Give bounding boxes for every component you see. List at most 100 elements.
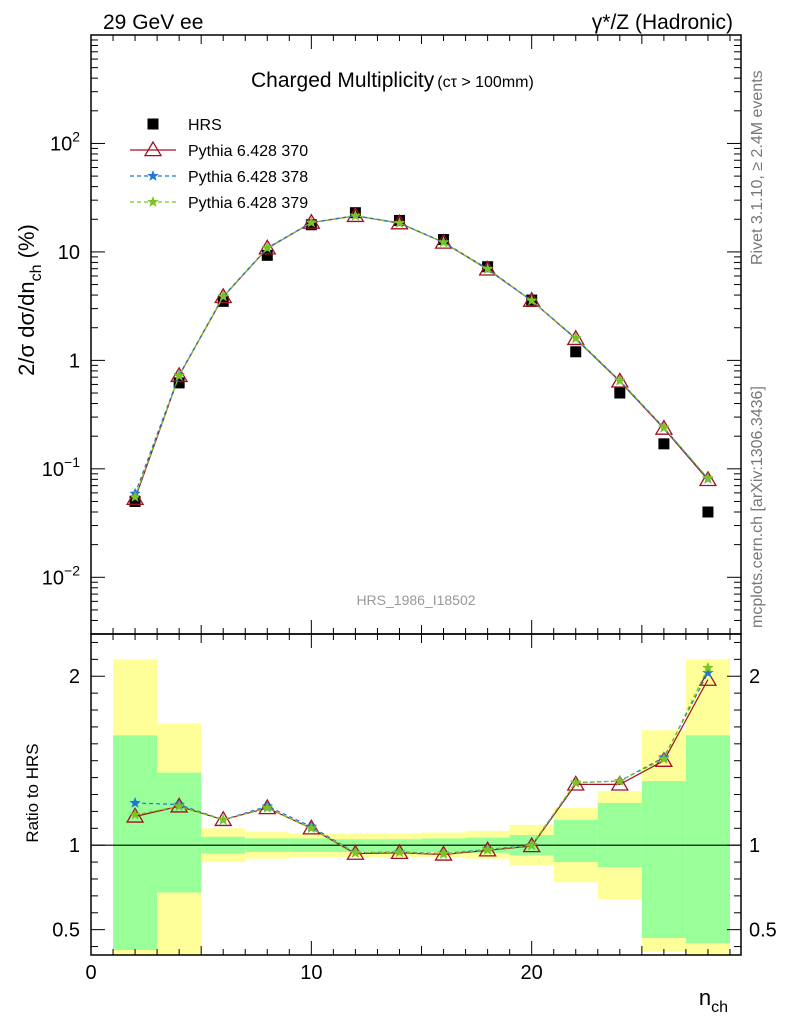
data-point-triangle: [698, 670, 718, 686]
data-point-star: [305, 216, 318, 228]
process-type-label: γ*/Z (Hadronic): [592, 11, 733, 34]
legend-entry-label: Pythia 6.428 379: [188, 195, 308, 212]
data-point-square: [173, 377, 185, 389]
mcplots-reference-label: mcplots.cern.ch [arXiv:1306.3436]: [749, 386, 766, 628]
ratio-y-tick-label-right: 2: [749, 666, 760, 688]
uncertainty-band-green: [113, 735, 158, 950]
data-point-star: [393, 217, 406, 228]
y-tick-label-exponent: −1: [64, 454, 80, 470]
uncertainty-band-green: [641, 780, 686, 939]
data-point-star: [437, 847, 450, 859]
y-axis-label: 2/σ dσ/dnch (%): [14, 224, 45, 376]
data-point-star: [702, 472, 714, 484]
x-tick-label: 10: [300, 962, 322, 984]
ratio-y-axis-label: Ratio to HRS: [23, 743, 42, 842]
data-point-star: [658, 421, 670, 433]
data-point-star: [147, 170, 159, 181]
y-tick-label: 10: [58, 242, 80, 264]
legend-entry-label: HRS: [188, 117, 222, 134]
analysis-id-watermark: HRS_1986_I18502: [356, 592, 475, 608]
data-point-star: [129, 796, 141, 808]
data-point-star: [481, 263, 494, 274]
plot-title: Charged Multiplicity (cτ > 100mm): [251, 69, 534, 92]
series-line: [134, 215, 709, 498]
data-point-square: [261, 249, 273, 261]
legend: HRS Pythia 6.428 370 Pythia 6.428 378 Pythi…: [130, 117, 308, 212]
data-point-star: [702, 666, 714, 678]
main-panel: 10−2 10−1 1 10 102 2/σ dσ/dnch (%) Charged Mul…: [14, 34, 742, 635]
ratio-panel: 0.5 0.5 1 1 2 2 Ratio to HRS: [23, 633, 777, 956]
x-tick-label: 0: [85, 962, 96, 984]
data-point-triangle: [610, 372, 629, 388]
y-tick-label-exponent: 2: [72, 128, 80, 144]
data-point-square: [147, 118, 159, 130]
data-point-star: [173, 800, 185, 812]
data-point-triangle: [654, 751, 674, 767]
data-point-star: [349, 209, 362, 221]
ratio-y-tick-label: 1: [69, 835, 80, 857]
uncertainty-band-green: [685, 735, 730, 944]
x-axis-label-subscript: ch: [711, 999, 728, 1016]
y-tick-label: 1: [69, 350, 80, 372]
uncertainty-band-green: [597, 802, 642, 868]
data-point-star: [173, 369, 185, 381]
data-point-square: [702, 506, 714, 518]
series-line: [134, 214, 709, 494]
data-point-star: [217, 813, 229, 825]
x-axis-label: nch: [699, 985, 728, 1016]
y-axis-label-subscript: ch: [28, 264, 45, 281]
data-point-triangle: [143, 140, 163, 157]
y-axis-label-main: 2/σ dσ/dn: [14, 281, 39, 375]
data-point-star: [261, 242, 273, 253]
ratio-y-tick-label: 0.5: [52, 920, 80, 942]
data-point-square: [614, 387, 626, 399]
data-point-star: [437, 236, 450, 248]
data-point-star: [393, 846, 406, 858]
y-tick-label-exponent: −2: [64, 562, 80, 578]
data-point-square: [570, 346, 582, 358]
data-point-star: [261, 802, 273, 813]
legend-entry-label: Pythia 6.428 370: [188, 143, 308, 160]
legend-entry-label: Pythia 6.428 378: [188, 169, 308, 186]
data-point-triangle: [610, 775, 629, 791]
uncertainty-band-green: [553, 819, 598, 863]
data-point-star: [481, 843, 494, 855]
data-point-star: [614, 374, 626, 386]
ratio-y-tick-label-right: 1: [749, 835, 760, 857]
data-point-star: [614, 774, 626, 786]
plot-title-suffix: (cτ > 100mm): [437, 74, 534, 91]
data-point-star: [570, 332, 582, 344]
data-point-star: [147, 196, 159, 207]
data-point-triangle: [566, 775, 585, 791]
rivet-version-label: Rivet 3.1.10, ≥ 2.4M events: [749, 70, 766, 265]
y-tick-label: 10−2: [42, 562, 80, 589]
data-point-star: [305, 822, 318, 834]
data-point-star: [570, 776, 582, 788]
y-tick-label: 102: [50, 128, 80, 155]
series-line: [134, 215, 709, 499]
data-point-star: [217, 290, 229, 302]
data-point-triangle: [654, 419, 674, 435]
data-point-star: [349, 846, 362, 858]
data-point-triangle: [698, 470, 718, 487]
uncertainty-band-green: [157, 772, 202, 893]
data-point-triangle: [125, 807, 145, 823]
process-energy-label: 29 GeV ee: [103, 11, 203, 34]
data-point-star: [129, 490, 141, 502]
ratio-y-tick-label: 2: [69, 666, 80, 688]
data-point-square: [217, 295, 229, 307]
data-point-star: [525, 839, 538, 851]
x-tick-label: 20: [521, 962, 543, 984]
data-point-star: [129, 808, 141, 820]
data-point-star: [658, 753, 670, 764]
data-point-triangle: [125, 489, 145, 505]
ratio-y-tick-label-right: 0.5: [749, 920, 777, 942]
data-point-star: [525, 294, 538, 306]
series-line: [134, 667, 709, 855]
data-point-square: [658, 438, 670, 450]
y-tick-label: 10−1: [42, 454, 80, 481]
data-point-square: [129, 495, 141, 507]
data-point-star: [702, 661, 714, 673]
y-axis-label-unit: (%): [14, 224, 39, 264]
